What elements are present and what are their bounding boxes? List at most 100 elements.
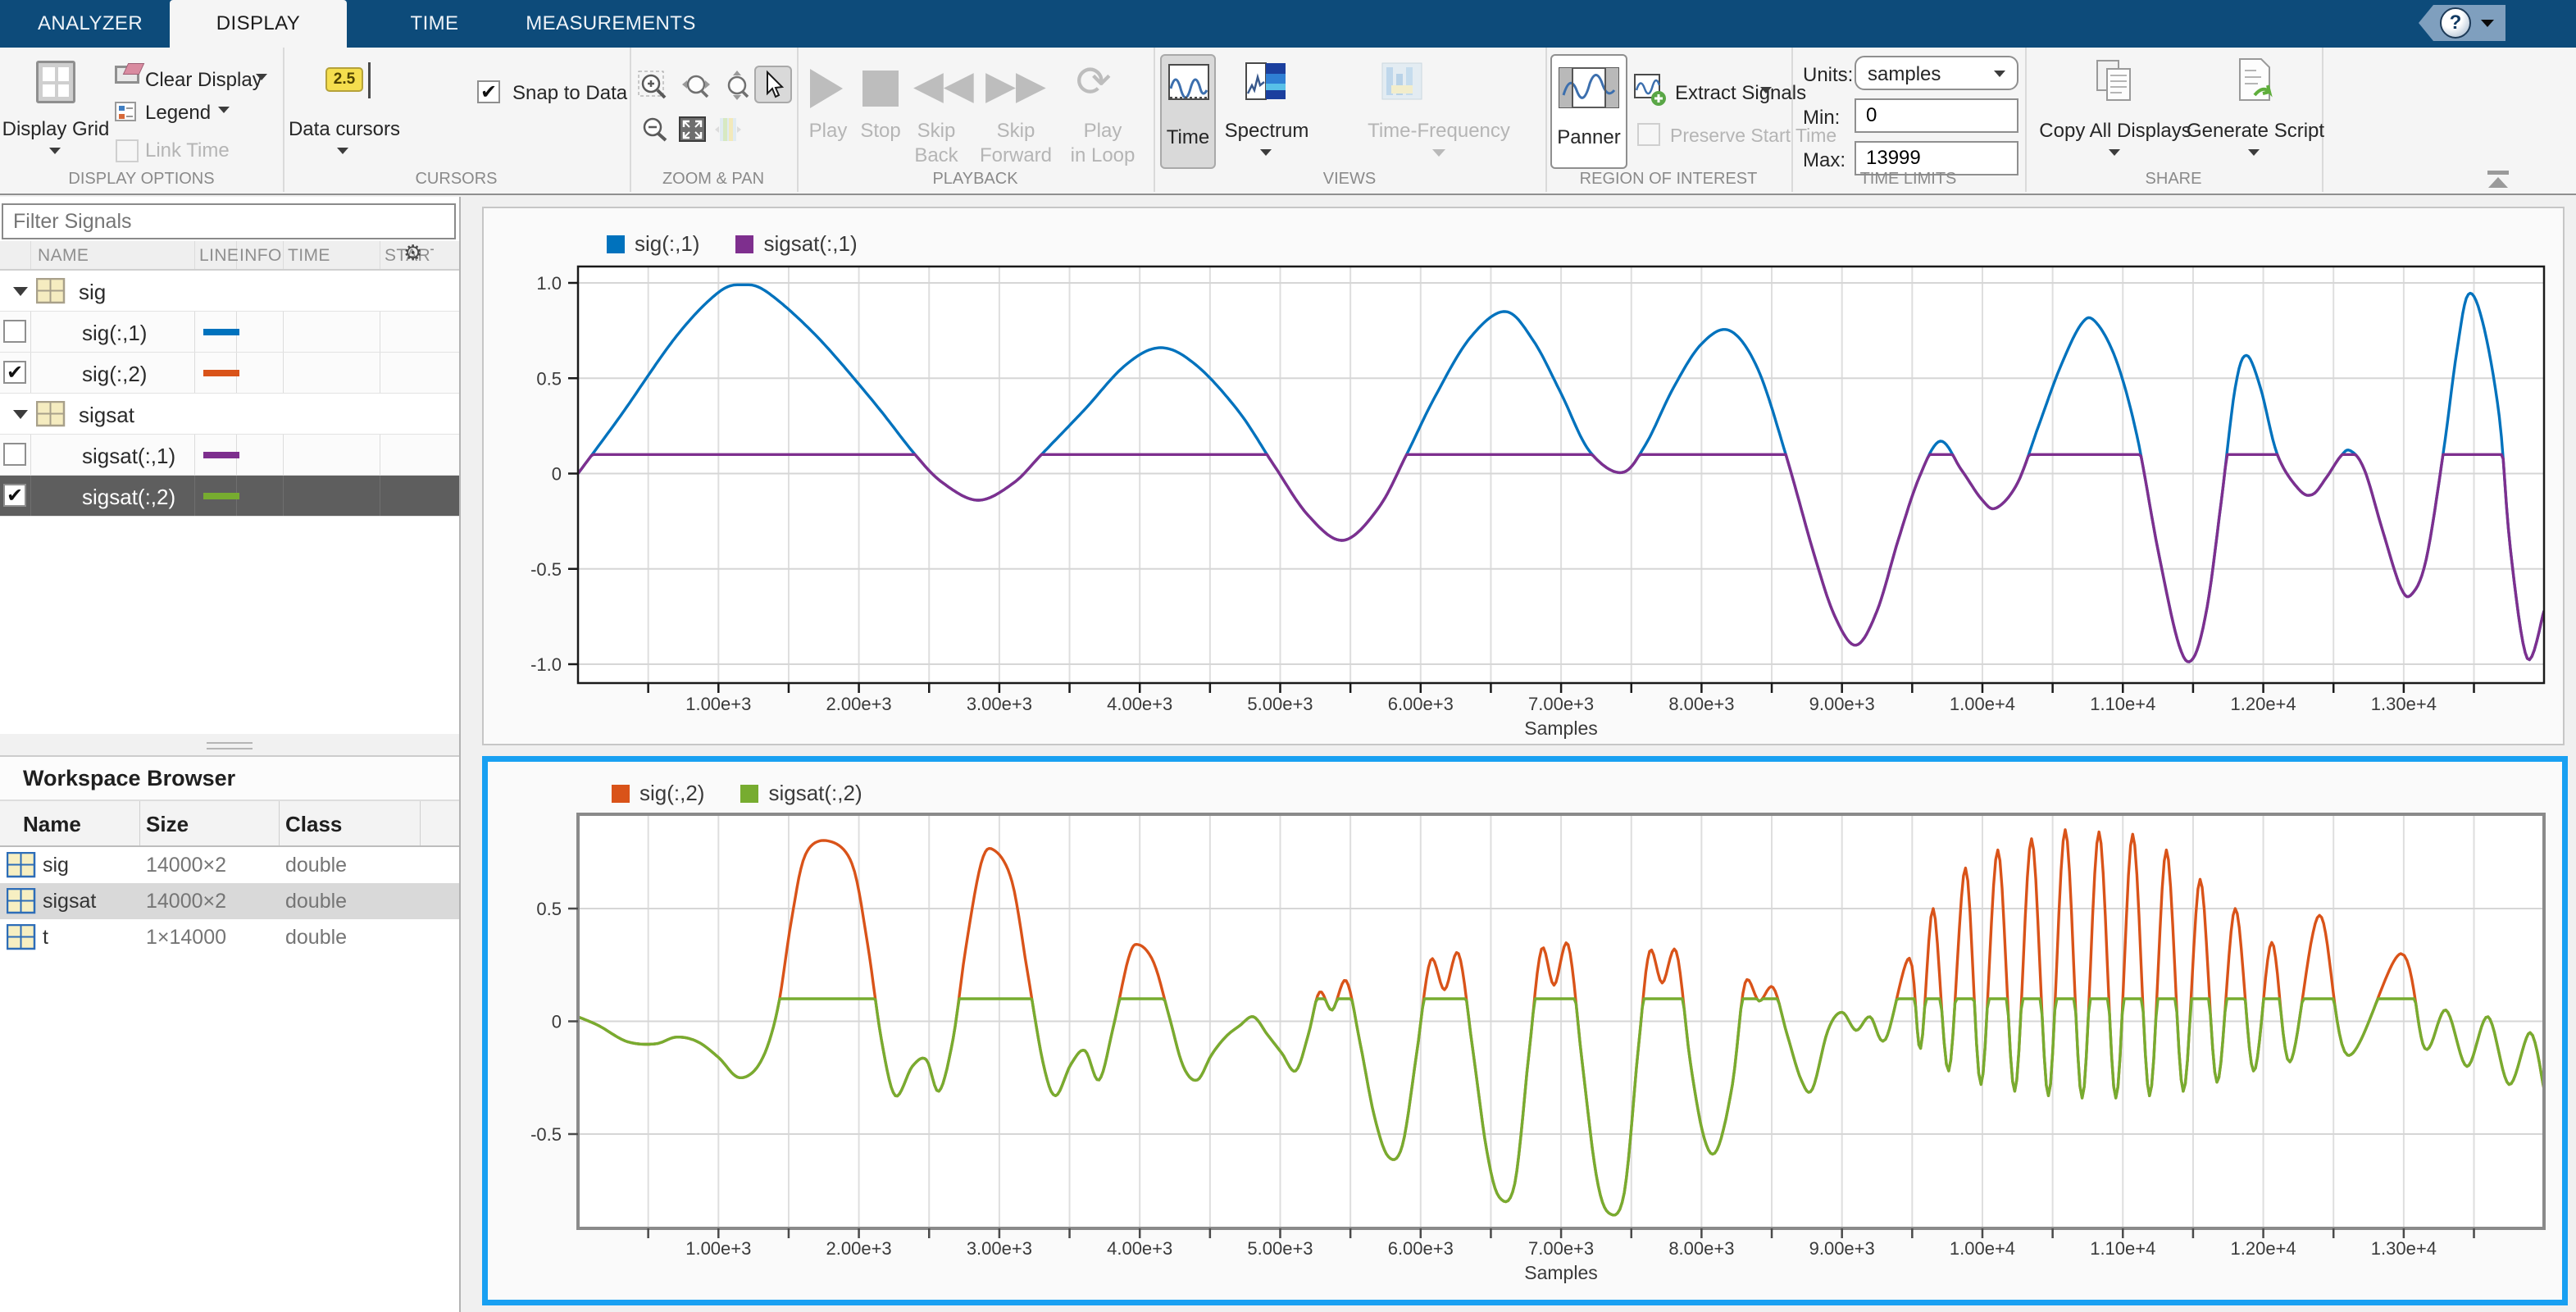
signal-name: sigsat(:,2) xyxy=(82,485,176,509)
units-dropdown[interactable]: samples xyxy=(1855,56,2018,90)
section-label: TIME LIMITS xyxy=(1859,170,1957,188)
group-collapse-icon[interactable] xyxy=(13,410,28,419)
legend-label: sigsat(:,2) xyxy=(768,781,862,805)
legend-item[interactable]: sig(:,1) xyxy=(607,231,699,257)
zoom-out-icon[interactable] xyxy=(639,115,671,144)
workspace-row[interactable]: sigsat 14000×2 double xyxy=(0,883,459,919)
section-playback: Play Stop ◀◀ Skip Back ▶▶ Skip Forward ⟳… xyxy=(797,48,1155,192)
skip-back-label2: Back xyxy=(914,144,958,166)
section-label: PLAYBACK xyxy=(932,170,1018,188)
extract-signals-button[interactable]: Extract Signals xyxy=(1675,82,1807,104)
signal-panel: NAME LINE INFO TIME START ⚙ sig sig(:,1) ✔… xyxy=(0,197,461,1312)
panner-button-selected[interactable]: Panner xyxy=(1550,54,1627,169)
extract-signals-dropdown-icon[interactable] xyxy=(1760,87,1772,93)
signal-line-swatch xyxy=(203,493,239,499)
collapse-ribbon-button[interactable] xyxy=(2487,171,2509,188)
signal-checkbox[interactable]: ✔ xyxy=(3,484,26,507)
generate-script-icon xyxy=(2239,58,2273,101)
tab-display[interactable]: DISPLAY xyxy=(170,0,347,48)
section-label: REGION OF INTEREST xyxy=(1579,170,1758,188)
copy-all-displays-button[interactable]: Copy All Displays xyxy=(2039,120,2191,142)
legend-swatch xyxy=(612,784,630,803)
legend-item[interactable]: sig(:,2) xyxy=(612,781,704,806)
signal-checkbox[interactable] xyxy=(3,320,26,343)
group-collapse-icon[interactable] xyxy=(13,287,28,296)
tab-time[interactable]: TIME xyxy=(410,12,459,34)
zoom-in-icon[interactable] xyxy=(638,71,671,102)
display-2-selected[interactable] xyxy=(482,756,2568,1305)
legend-swatch xyxy=(735,235,754,253)
play-in-loop-icon[interactable]: ⟳ xyxy=(1076,57,1112,107)
play-in-loop-label2: in Loop xyxy=(1070,144,1136,166)
min-input[interactable] xyxy=(1855,98,2018,133)
workspace-var-class: double xyxy=(285,926,348,949)
display-1[interactable] xyxy=(482,207,2565,745)
zoom-in-y-icon[interactable] xyxy=(723,69,751,102)
signal-group-row[interactable]: sigsat xyxy=(0,394,459,435)
workspace-var-class: double xyxy=(285,890,348,913)
help-button[interactable]: ? xyxy=(2419,5,2505,41)
workspace-var-class: double xyxy=(285,854,348,877)
workspace-var-size: 14000×2 xyxy=(146,854,227,877)
matrix-icon xyxy=(7,924,36,950)
fit-to-view-icon[interactable] xyxy=(679,116,707,143)
signal-checkbox[interactable]: ✔ xyxy=(3,361,26,384)
tab-analyzer[interactable]: ANALYZER xyxy=(37,12,143,34)
display-1-legend: sig(:,1) sigsat(:,1) xyxy=(607,231,858,257)
generate-script-button[interactable]: Generate Script xyxy=(2186,120,2325,142)
help-dropdown-icon[interactable] xyxy=(2481,19,2494,27)
signal-checkbox[interactable] xyxy=(3,443,26,466)
spectrum-view-icon[interactable] xyxy=(1245,62,1286,100)
preserve-start-time-checkbox[interactable] xyxy=(1637,123,1660,146)
signal-row[interactable]: sigsat(:,1) xyxy=(0,435,459,476)
table-settings-gear-icon[interactable]: ⚙ xyxy=(403,241,423,266)
snap-to-data-checkbox[interactable]: ✔ xyxy=(477,80,500,103)
display-grid-dropdown-icon[interactable] xyxy=(49,148,61,154)
spectrum-view-button[interactable]: Spectrum xyxy=(1224,120,1309,142)
signal-line-swatch xyxy=(203,370,239,376)
clear-display-dropdown-icon[interactable] xyxy=(256,74,267,80)
legend-item[interactable]: sigsat(:,2) xyxy=(740,781,862,806)
skip-forward-icon[interactable]: ▶▶ xyxy=(985,62,1046,108)
legend-item[interactable]: sigsat(:,1) xyxy=(735,231,858,257)
copy-all-dropdown-icon[interactable] xyxy=(2109,149,2120,156)
time-view-label: Time xyxy=(1166,126,1210,148)
col-name: NAME xyxy=(38,246,89,265)
panner-icon xyxy=(1559,67,1619,108)
display-grid-icon[interactable] xyxy=(36,61,75,103)
section-views: Time Spectrum Time-Frequency VIEWS xyxy=(1154,48,1547,192)
extract-signals-icon xyxy=(1634,74,1666,106)
stop-icon[interactable] xyxy=(862,71,899,107)
panel-splitter[interactable] xyxy=(0,734,459,755)
pan-icon[interactable] xyxy=(713,116,743,143)
filter-signals-input[interactable] xyxy=(2,203,456,239)
generate-script-dropdown-icon[interactable] xyxy=(2248,149,2260,156)
legend-button[interactable]: Legend xyxy=(145,102,212,124)
signal-row[interactable]: ✔ sig(:,2) xyxy=(0,353,459,394)
matrix-icon xyxy=(36,278,66,304)
workspace-row[interactable]: sig 14000×2 double xyxy=(0,847,459,883)
signal-row[interactable]: sig(:,1) xyxy=(0,312,459,353)
skip-forward-label1: Skip xyxy=(996,120,1035,142)
data-cursors-dropdown-icon[interactable] xyxy=(337,148,348,154)
time-view-button-selected[interactable]: Time xyxy=(1160,54,1216,169)
link-time-checkbox[interactable] xyxy=(116,139,139,162)
legend-dropdown-icon[interactable] xyxy=(218,107,230,113)
tab-measurements[interactable]: MEASUREMENTS xyxy=(526,12,696,34)
max-input[interactable] xyxy=(1855,141,2018,175)
help-icon: ? xyxy=(2440,7,2471,39)
signal-row[interactable]: ✔ sigsat(:,2) xyxy=(0,476,459,517)
skip-forward-label2: Forward xyxy=(979,144,1053,166)
display-grid-button[interactable]: Display Grid xyxy=(2,118,110,140)
signal-name: sig(:,1) xyxy=(82,321,148,345)
zoom-in-x-icon[interactable] xyxy=(680,72,712,100)
spectrum-dropdown-icon[interactable] xyxy=(1260,149,1272,156)
play-icon[interactable] xyxy=(810,69,843,108)
signal-group-row[interactable]: sig xyxy=(0,271,459,312)
workspace-row[interactable]: t 1×14000 double xyxy=(0,919,459,955)
clear-display-button[interactable]: Clear Display xyxy=(145,69,262,91)
pointer-tool-button-selected[interactable] xyxy=(754,66,792,103)
skip-back-icon[interactable]: ◀◀ xyxy=(913,62,974,108)
ws-col-size: Size xyxy=(146,812,189,836)
data-cursors-button[interactable]: Data cursors xyxy=(288,118,401,140)
